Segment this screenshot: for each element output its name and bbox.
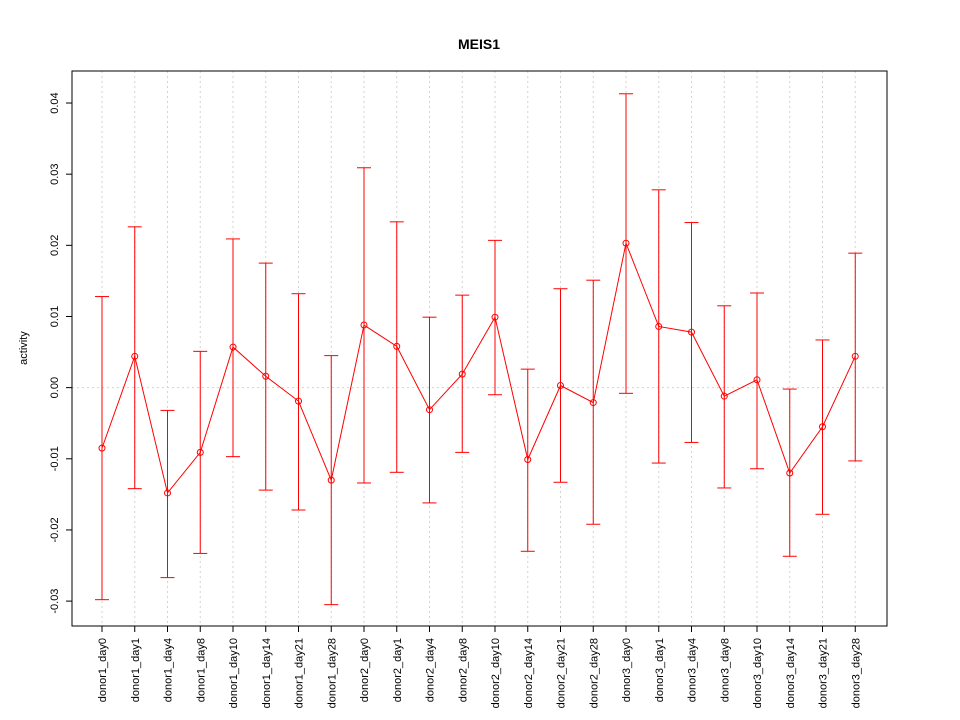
x-tick-label: donor3_day21 [818, 638, 830, 708]
x-tick-label: donor3_day8 [719, 638, 731, 702]
data-point [851, 352, 859, 360]
data-point [524, 456, 532, 463]
y-tick-label: -0.03 [49, 589, 61, 614]
y-tick-label: 0.03 [49, 163, 61, 184]
x-tick-label: donor1_day10 [228, 638, 240, 708]
data-point [786, 469, 794, 477]
x-tick-label: donor1_day28 [326, 638, 338, 708]
x-tick-label: donor1_day0 [97, 638, 109, 702]
data-point [753, 376, 761, 384]
data-point [655, 322, 663, 330]
x-tick-label: donor2_day4 [425, 638, 437, 702]
data-point [688, 328, 695, 336]
x-tick-label: donor1_day4 [163, 638, 175, 702]
data-point [720, 392, 728, 400]
x-tick-label: donor1_day21 [294, 638, 306, 708]
data-point [131, 352, 139, 360]
x-tick-label: donor3_day0 [621, 638, 633, 702]
x-tick-label: donor1_day1 [130, 638, 142, 702]
data-point [589, 399, 597, 407]
data-point [426, 406, 433, 414]
y-tick-label: 0.01 [49, 306, 61, 327]
x-tick-label: donor3_day4 [687, 638, 699, 702]
data-point [458, 370, 466, 378]
data-point [164, 489, 171, 497]
chart-title: MEIS1 [458, 36, 500, 52]
x-tick-label: donor2_day0 [359, 638, 371, 702]
plot-data [95, 93, 863, 606]
data-point [360, 321, 368, 329]
x-tick-label: donor1_day8 [195, 638, 207, 702]
x-tick-label: donor1_day14 [261, 638, 273, 708]
data-point [622, 239, 630, 247]
x-tick-label: donor3_day14 [785, 638, 797, 708]
x-tick-label: donor2_day8 [457, 638, 469, 702]
x-tick-label: donor2_day1 [392, 638, 404, 702]
x-tick-label: donor2_day10 [490, 638, 502, 708]
data-point [262, 372, 270, 380]
y-tick-label: 0.04 [49, 92, 61, 113]
data-point [557, 382, 564, 389]
y-axis-label: activity [18, 331, 30, 365]
x-tick-label: donor2_day28 [588, 638, 600, 708]
y-tick-label: -0.02 [49, 517, 61, 542]
data-point [393, 342, 401, 350]
y-tick-label: 0.02 [49, 235, 61, 256]
x-tick-label: donor2_day14 [523, 638, 535, 708]
y-tick-label: 0.00 [49, 377, 61, 398]
data-point [819, 423, 826, 431]
y-tick-label: -0.01 [49, 446, 61, 471]
data-point [98, 444, 106, 452]
x-tick-label: donor3_day28 [850, 638, 862, 708]
axes: -0.03 -0.02 -0.01 0.00 0.01 0.02 0.03 0.04 donor… [49, 92, 862, 708]
data-point [327, 476, 335, 484]
x-tick-label: donor3_day10 [752, 638, 764, 708]
data-point [229, 343, 237, 351]
data-point [295, 397, 302, 405]
data-point [491, 313, 499, 321]
grid [72, 71, 887, 626]
x-tick-label: donor2_day21 [556, 638, 568, 708]
data-point [196, 448, 204, 456]
x-tick-label: donor3_day1 [654, 638, 666, 702]
series-line [101, 241, 856, 495]
plot-frame [71, 70, 888, 627]
